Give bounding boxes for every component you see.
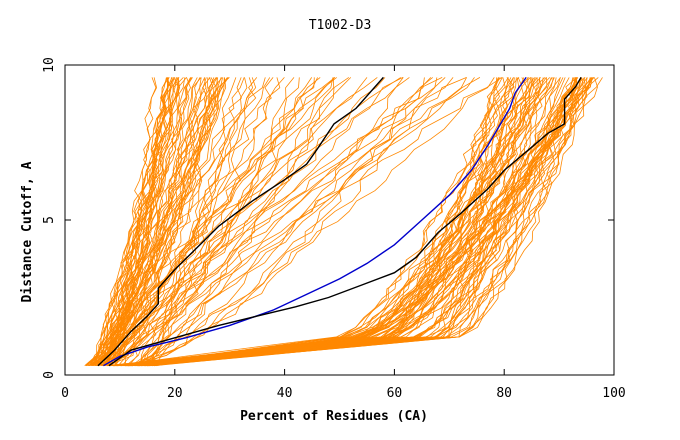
model-curve	[141, 77, 254, 366]
model-curve	[143, 77, 566, 367]
y-axis-label: Distance Cutoff, A	[20, 161, 35, 302]
model-curve	[155, 77, 503, 366]
model-curve	[115, 77, 499, 367]
model-curve	[100, 77, 336, 366]
model-curve	[144, 77, 433, 367]
model-curve	[98, 77, 172, 366]
model-curve	[131, 77, 295, 367]
highlighted-curves	[97, 76, 582, 367]
model-curve	[104, 77, 315, 366]
y-tick-label: 5	[42, 216, 57, 224]
model-curve	[88, 77, 191, 366]
x-axis-ticks: 0 20 40 60 80 100	[61, 65, 626, 401]
model-curve	[140, 77, 386, 366]
model-curve	[93, 77, 266, 367]
model-curve	[109, 77, 501, 367]
model-curve	[92, 77, 215, 366]
model-curve	[145, 77, 557, 367]
model-curve	[118, 77, 515, 367]
model-curve	[127, 77, 541, 367]
model-curve	[85, 77, 211, 367]
model-curve	[130, 77, 438, 367]
model-curve	[138, 77, 553, 367]
model-curve	[91, 77, 219, 367]
model-curve	[134, 77, 578, 367]
model-curve	[91, 77, 230, 367]
model-curves	[84, 77, 603, 367]
x-tick-label: 80	[496, 386, 512, 401]
model-curve	[99, 77, 378, 366]
model-curve	[155, 77, 574, 367]
model-curve	[117, 77, 274, 366]
x-axis-label: Percent of Residues (CA)	[240, 409, 428, 424]
model-curve	[125, 77, 515, 367]
chart-title: T1002-D3	[309, 18, 372, 33]
model-curve	[106, 77, 547, 367]
model-curve	[124, 77, 334, 366]
model-curve	[148, 77, 410, 366]
model-curve	[144, 77, 533, 367]
model-curve	[137, 77, 578, 367]
model-curve	[151, 77, 584, 367]
model-curve	[125, 77, 582, 367]
model-curve	[139, 77, 593, 367]
model-curve	[129, 77, 542, 367]
model-curve	[137, 77, 503, 367]
model-curve	[139, 77, 335, 366]
model-curve	[126, 77, 576, 367]
model-curve	[134, 77, 335, 367]
model-curve	[137, 77, 404, 366]
y-tick-label: 0	[42, 371, 57, 379]
model-curve	[107, 77, 281, 367]
model-curve	[117, 77, 579, 367]
model-curve	[121, 77, 481, 366]
model-curve	[108, 77, 157, 366]
model-curve	[153, 77, 598, 367]
model-curve	[131, 77, 593, 367]
model-curve	[114, 77, 498, 367]
model-curve	[128, 77, 592, 367]
model-curve	[92, 77, 202, 367]
x-tick-label: 0	[61, 386, 69, 401]
model-curve	[89, 77, 186, 366]
x-tick-label: 60	[387, 386, 403, 401]
model-curve	[113, 77, 582, 367]
model-curve	[94, 77, 158, 366]
x-tick-label: 100	[602, 386, 625, 401]
model-curve	[114, 77, 271, 366]
model-curve	[146, 77, 546, 367]
model-curve	[130, 77, 425, 367]
model-curve	[134, 77, 506, 367]
highlighted-curve-2	[103, 76, 527, 367]
highlighted-curve-3	[108, 77, 582, 367]
model-curve	[104, 77, 318, 367]
model-curve	[86, 77, 192, 367]
model-curve	[149, 77, 321, 366]
model-curve	[100, 77, 180, 366]
x-tick-label: 40	[277, 386, 293, 401]
y-axis-ticks: 0 5 10	[42, 57, 614, 379]
model-curve	[146, 77, 257, 366]
model-curve	[86, 77, 169, 366]
model-curve	[94, 77, 467, 367]
highlighted-curve-1	[97, 76, 384, 367]
model-curve	[139, 77, 564, 367]
model-curve	[116, 77, 517, 367]
model-curve	[127, 77, 550, 367]
model-curve	[121, 77, 588, 367]
model-curve	[136, 77, 495, 367]
model-curve	[112, 77, 514, 367]
y-tick-label: 10	[42, 57, 57, 73]
x-tick-label: 20	[167, 386, 183, 401]
